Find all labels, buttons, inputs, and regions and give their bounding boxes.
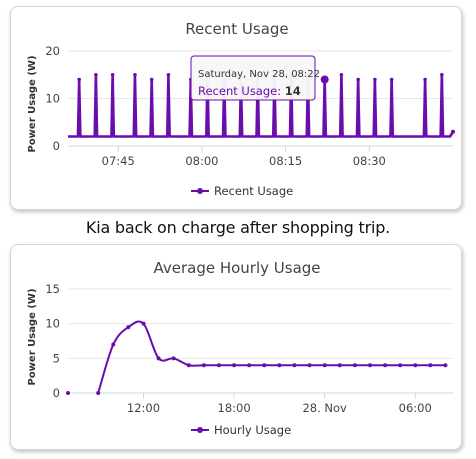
y-tick-label: 5 — [53, 351, 60, 365]
data-point[interactable] — [262, 363, 267, 368]
x-tick-label: 08:00 — [185, 154, 218, 168]
data-point[interactable] — [367, 363, 372, 368]
hourly-usage-legend-label: Hourly Usage — [214, 423, 291, 437]
data-point[interactable] — [352, 363, 357, 368]
recent-usage-chart-card: Recent Usage Power Usage (W) 0 10 20 07:45… — [10, 6, 462, 210]
data-point[interactable] — [216, 363, 221, 368]
data-point[interactable] — [339, 72, 344, 77]
data-point[interactable] — [126, 325, 131, 330]
data-point[interactable] — [110, 72, 115, 77]
recent-usage-legend-marker — [197, 188, 203, 194]
data-point[interactable] — [66, 391, 70, 395]
data-point[interactable] — [389, 77, 394, 82]
recent-usage-legend-label: Recent Usage — [214, 184, 293, 198]
data-point[interactable] — [322, 363, 327, 368]
y-tick-label: 0 — [53, 139, 60, 153]
x-tick-label: 06:00 — [399, 401, 432, 415]
data-point[interactable] — [428, 363, 433, 368]
average-hourly-usage-title: Average Hourly Usage — [153, 259, 320, 277]
x-tick-label: 18:00 — [218, 401, 251, 415]
data-point[interactable] — [133, 72, 137, 77]
data-point[interactable] — [94, 72, 98, 77]
data-point[interactable] — [292, 363, 297, 368]
data-point[interactable] — [77, 77, 81, 82]
data-point[interactable] — [356, 77, 360, 82]
average-hourly-usage-y-axis-label: Power Usage (W) — [27, 288, 38, 385]
recent-usage-title: Recent Usage — [185, 20, 288, 38]
data-point[interactable] — [201, 363, 206, 368]
recent-usage-tooltip: Saturday, Nov 28, 08:22 Recent Usage: 14 — [190, 55, 320, 101]
data-point[interactable] — [166, 72, 171, 77]
recent-usage-legend[interactable]: Recent Usage — [191, 184, 293, 198]
x-tick-label: 07:45 — [102, 154, 135, 168]
hourly-usage-series-line — [97, 320, 446, 394]
average-hourly-usage-chart: Average Hourly Usage Power Usage (W) 0 5 1… — [27, 259, 453, 437]
tooltip-value: 14 — [285, 84, 301, 98]
data-point[interactable] — [186, 363, 191, 368]
data-point[interactable] — [443, 363, 448, 368]
hourly-usage-legend-marker — [197, 427, 203, 433]
data-point[interactable] — [156, 356, 161, 361]
data-point[interactable] — [111, 342, 116, 347]
data-point[interactable] — [277, 363, 282, 368]
tooltip-date: Saturday, Nov 28, 08:22 — [198, 69, 320, 80]
recent-usage-series-line — [68, 73, 455, 138]
data-point[interactable] — [440, 72, 444, 77]
data-point[interactable] — [373, 77, 377, 82]
data-point[interactable] — [149, 77, 154, 82]
y-tick-label: 10 — [45, 317, 60, 331]
data-point[interactable] — [398, 363, 403, 368]
data-point[interactable] — [337, 363, 342, 368]
data-point[interactable] — [383, 363, 388, 368]
recent-usage-y-axis-label: Power Usage (W) — [27, 55, 38, 152]
average-hourly-usage-chart-card: Average Hourly Usage Power Usage (W) 0 5 1… — [10, 244, 462, 450]
recent-usage-chart: Recent Usage Power Usage (W) 0 10 20 07:45… — [27, 20, 455, 198]
x-tick-label: 08:30 — [353, 154, 386, 168]
y-tick-label: 10 — [45, 92, 60, 106]
tooltip-series-name: Recent Usage — [198, 84, 277, 98]
tooltip-value-line: Recent Usage: 14 — [198, 84, 301, 98]
data-point[interactable] — [423, 77, 427, 82]
data-point[interactable] — [307, 363, 312, 368]
y-tick-label: 0 — [53, 386, 60, 400]
y-tick-label: 20 — [45, 44, 60, 58]
data-point[interactable] — [141, 321, 146, 326]
data-point[interactable] — [232, 363, 237, 368]
data-point[interactable] — [451, 129, 455, 134]
tooltip-box — [190, 55, 316, 101]
data-point[interactable] — [171, 356, 176, 361]
chart-caption: Kia back on charge after shopping trip. — [85, 218, 391, 237]
hourly-usage-legend[interactable]: Hourly Usage — [191, 423, 291, 437]
x-tick-label: 12:00 — [127, 401, 160, 415]
data-point[interactable] — [96, 391, 101, 395]
x-tick-label: 28. Nov — [302, 401, 347, 415]
y-tick-label: 15 — [45, 282, 60, 296]
highlighted-point[interactable] — [320, 75, 329, 84]
x-tick-label: 08:15 — [269, 154, 302, 168]
data-point[interactable] — [247, 363, 252, 368]
data-point[interactable] — [413, 363, 418, 368]
